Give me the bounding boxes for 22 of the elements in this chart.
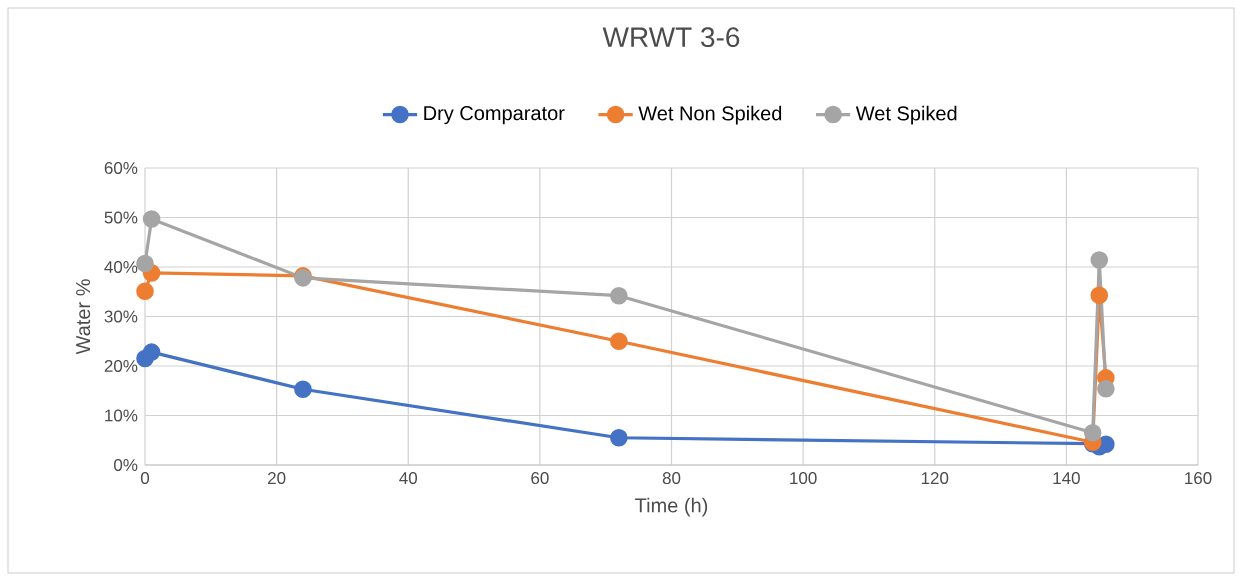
x-tick-label: 60 (531, 472, 549, 485)
x-tick-label: 120 (921, 472, 949, 485)
x-tick-label: 20 (268, 472, 286, 485)
legend-label: Wet Spiked (855, 105, 957, 125)
y-axis-title: Water % (76, 279, 91, 355)
x-tick-label: 160 (1185, 472, 1212, 485)
x-tick-label: 40 (399, 472, 418, 485)
chart-title: WRWT 3-6 (602, 27, 740, 48)
x-tick-label: 80 (662, 472, 681, 485)
y-tick-label: 50% (104, 211, 138, 224)
y-tick-label: 40% (104, 260, 138, 273)
y-tick-label: 60% (104, 161, 138, 174)
x-tick-label: 140 (1053, 472, 1080, 485)
legend-label: Dry Comparator (424, 106, 565, 125)
y-tick-label: 20% (104, 359, 138, 372)
y-tick-label: 0% (114, 458, 138, 471)
x-axis-title: Time (h) (635, 497, 708, 517)
x-tick-label: 100 (790, 472, 817, 485)
legend-label: Wet Non Spiked (638, 105, 782, 125)
y-tick-label: 30% (104, 310, 138, 323)
x-tick-label: 0 (140, 472, 150, 485)
y-tick-label: 10% (105, 409, 138, 422)
